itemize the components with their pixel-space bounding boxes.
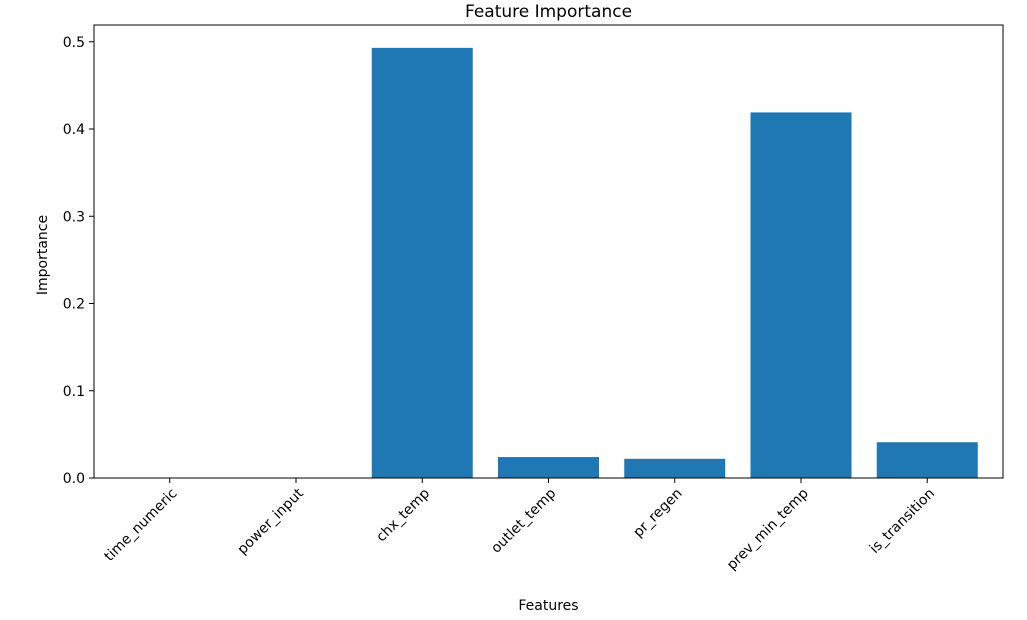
y-tick-label: 0.4 (63, 122, 85, 138)
y-axis-label: Importance (35, 215, 51, 295)
chart-title: Feature Importance (465, 2, 632, 22)
x-tick-label: is_transition (867, 486, 938, 557)
x-tick-label: pr_regen (630, 486, 685, 541)
bar-outlet-temp (498, 457, 599, 478)
y-tick-label: 0.3 (63, 209, 85, 225)
x-tick-label: chx_temp (373, 485, 433, 545)
y-tick-label: 0.1 (63, 384, 85, 400)
x-axis-ticks: time_numeric power_input chx_temp outlet_te… (101, 478, 938, 573)
x-tick-label: power_input (234, 485, 307, 558)
bar-pr-regen (624, 458, 726, 478)
x-tick-label: prev_min_temp (724, 485, 812, 573)
y-tick-label: 0.5 (63, 35, 85, 51)
bar-is-transition (876, 442, 978, 478)
bar-chx-temp (371, 47, 473, 479)
bar-prev-min-temp (750, 112, 852, 479)
plot-area-frame (93, 24, 1004, 479)
x-tick-label: outlet_temp (488, 485, 559, 556)
y-tick-label: 0.2 (63, 297, 85, 313)
y-tick-label: 0.0 (63, 471, 85, 487)
bars-layer (371, 47, 978, 479)
y-axis-ticks: 0.0 0.1 0.2 0.3 0.4 0.5 (63, 35, 94, 487)
x-tick-label: time_numeric (101, 486, 180, 565)
x-axis-label: Features (518, 598, 578, 614)
